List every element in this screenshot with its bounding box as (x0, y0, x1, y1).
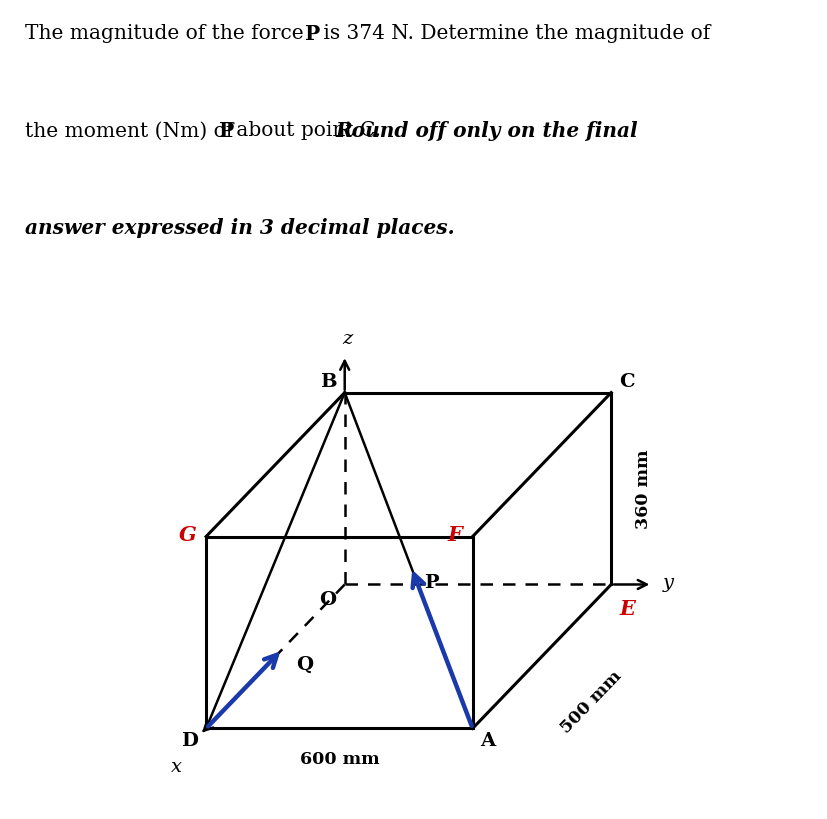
Text: The magnitude of the force: The magnitude of the force (25, 25, 309, 43)
Text: D: D (181, 731, 198, 749)
Text: O: O (319, 590, 337, 608)
Text: P: P (424, 572, 438, 590)
Text: B: B (320, 373, 337, 391)
Text: y: y (662, 573, 673, 591)
Text: A: A (480, 731, 495, 749)
Text: is 374 N. Determine the magnitude of: is 374 N. Determine the magnitude of (317, 25, 710, 43)
Text: P: P (218, 121, 233, 141)
Text: 600 mm: 600 mm (299, 750, 379, 767)
Text: E: E (619, 598, 634, 618)
Text: Q: Q (295, 654, 313, 672)
Text: about point C.: about point C. (230, 121, 387, 140)
Text: 500 mm: 500 mm (557, 667, 624, 736)
Text: z: z (342, 330, 352, 348)
Text: Round off only on the final: Round off only on the final (335, 121, 637, 141)
Text: 360 mm: 360 mm (634, 450, 652, 528)
Text: the moment (Nm) of: the moment (Nm) of (25, 121, 239, 140)
Text: P: P (304, 25, 319, 44)
Text: C: C (619, 373, 634, 391)
Text: G: G (179, 524, 196, 544)
Text: F: F (447, 524, 461, 544)
Text: x: x (170, 757, 181, 775)
Text: answer expressed in 3 decimal places.: answer expressed in 3 decimal places. (25, 218, 454, 238)
